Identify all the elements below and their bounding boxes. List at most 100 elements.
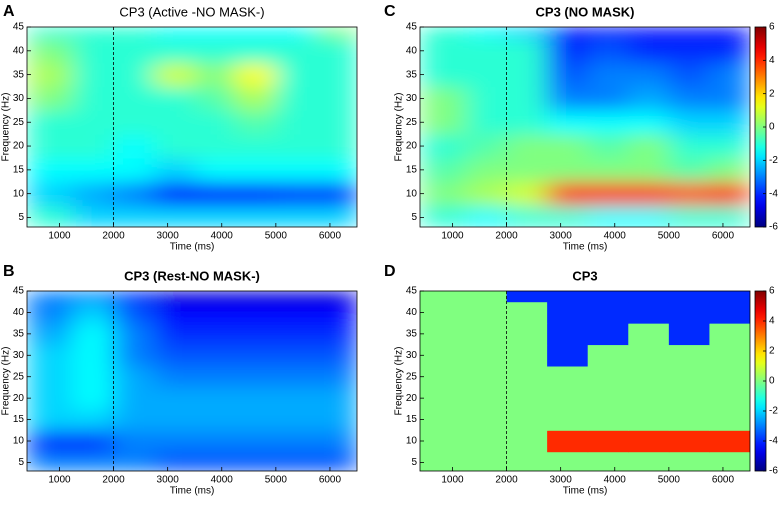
heatmap-cell	[235, 134, 277, 159]
colorbar-tick-label: 6	[769, 22, 775, 33]
heatmap-cell	[316, 301, 357, 324]
heatmap-cell	[235, 157, 277, 183]
chart-title: CP3	[572, 268, 597, 283]
y-tick-label: 35	[13, 328, 25, 339]
chart-title: CP3 (Active -NO MASK-)	[119, 4, 264, 19]
heatmap-cell	[72, 110, 115, 135]
heatmap-cell	[154, 366, 196, 388]
heatmap-cell	[113, 38, 155, 64]
heatmap-cell	[27, 110, 74, 135]
x-tick-label: 5000	[658, 231, 681, 242]
heatmap-cell	[547, 62, 589, 88]
heatmap-cell	[628, 301, 670, 324]
heatmap-cell	[420, 157, 467, 183]
heatmap-cell	[113, 291, 155, 303]
heatmap-cell	[587, 38, 629, 64]
chart-title: CP3 (NO MASK)	[536, 4, 635, 19]
y-tick-label: 45	[13, 286, 25, 297]
y-tick-label: 40	[13, 45, 25, 56]
heatmap-cell	[27, 451, 74, 471]
y-tick-label: 30	[406, 93, 418, 104]
heatmap-cell	[316, 27, 357, 40]
heatmap-cell	[668, 301, 710, 324]
heatmap-cell	[420, 451, 467, 471]
x-axis-label: Time (ms)	[170, 486, 215, 497]
heatmap-cell	[316, 387, 357, 410]
heatmap-cell	[668, 344, 710, 367]
heatmap-cell	[709, 323, 750, 346]
heatmap-cell	[668, 62, 710, 88]
y-tick-label: 35	[13, 69, 25, 80]
heatmap-cell	[587, 110, 629, 135]
heatmap-cell	[235, 430, 277, 453]
heatmap-cell	[420, 110, 467, 135]
heatmap-cell	[668, 408, 710, 431]
heatmap-cell	[709, 301, 750, 324]
heatmap-cell	[72, 181, 115, 207]
heatmap-cell	[154, 344, 196, 367]
heatmap-cell	[113, 110, 155, 135]
heatmap-cell	[316, 408, 357, 431]
heatmap-cell	[235, 205, 277, 227]
heatmap-cell	[235, 344, 277, 367]
panel-label: D	[384, 263, 396, 280]
colorbar-tick-label: -4	[769, 436, 778, 447]
heatmap-cell	[235, 323, 277, 346]
heatmap-cell	[275, 205, 317, 227]
heatmap-cell	[420, 181, 467, 207]
heatmap-cell	[194, 62, 236, 88]
y-tick-label: 15	[406, 414, 418, 425]
heatmap-cell	[72, 205, 115, 227]
heatmap-cell	[113, 181, 155, 207]
heatmap-cell	[275, 366, 317, 388]
heatmap-cell	[235, 110, 277, 135]
heatmap-cell	[275, 110, 317, 135]
y-tick-label: 25	[406, 117, 418, 128]
heatmap-cell	[113, 430, 155, 453]
heatmap-cell	[668, 323, 710, 346]
heatmap-cell	[628, 387, 670, 410]
heatmap-cell	[420, 366, 467, 388]
heatmap-cell	[587, 181, 629, 207]
heatmap-cell	[709, 387, 750, 410]
heatmap-cell	[316, 86, 357, 111]
heatmap-cell	[194, 110, 236, 135]
x-tick-label: 4000	[211, 231, 234, 242]
heatmap-cell	[547, 205, 589, 227]
heatmap-cell	[27, 181, 74, 207]
y-axis-label: Frequency (Hz)	[1, 93, 12, 162]
heatmap-cell	[587, 157, 629, 183]
heatmap-cell	[27, 86, 74, 111]
colorbar-tick-label: -2	[769, 406, 778, 417]
heatmap-cell	[547, 301, 589, 324]
heatmap-cell	[316, 134, 357, 159]
y-tick-label: 30	[13, 350, 25, 361]
heatmap-cell	[506, 408, 548, 431]
heatmap-cell	[235, 86, 277, 111]
heatmap-cell	[420, 38, 467, 64]
heatmap-cell	[547, 451, 589, 471]
plot-area	[420, 27, 750, 227]
heatmap-cell	[668, 291, 710, 303]
x-tick-label: 4000	[604, 475, 627, 486]
colorbar-tick-label: -6	[769, 222, 778, 233]
heatmap-cell	[506, 181, 548, 207]
heatmap-cell	[547, 323, 589, 346]
x-tick-label: 6000	[712, 231, 735, 242]
heatmap-cell	[275, 301, 317, 324]
heatmap-cell	[72, 62, 115, 88]
y-tick-label: 20	[13, 141, 25, 152]
heatmap-cell	[275, 27, 317, 40]
heatmap-cell	[668, 181, 710, 207]
x-tick-label: 5000	[658, 475, 681, 486]
heatmap-cell	[316, 451, 357, 471]
heatmap-cell	[316, 323, 357, 346]
heatmap-cell	[628, 323, 670, 346]
heatmap-cell	[27, 205, 74, 227]
plot-area	[27, 291, 357, 471]
y-tick-label: 5	[411, 457, 417, 468]
heatmap-cell	[506, 323, 548, 346]
heatmap-cell	[72, 38, 115, 64]
heatmap-cell	[194, 134, 236, 159]
heatmap-cell	[465, 62, 508, 88]
